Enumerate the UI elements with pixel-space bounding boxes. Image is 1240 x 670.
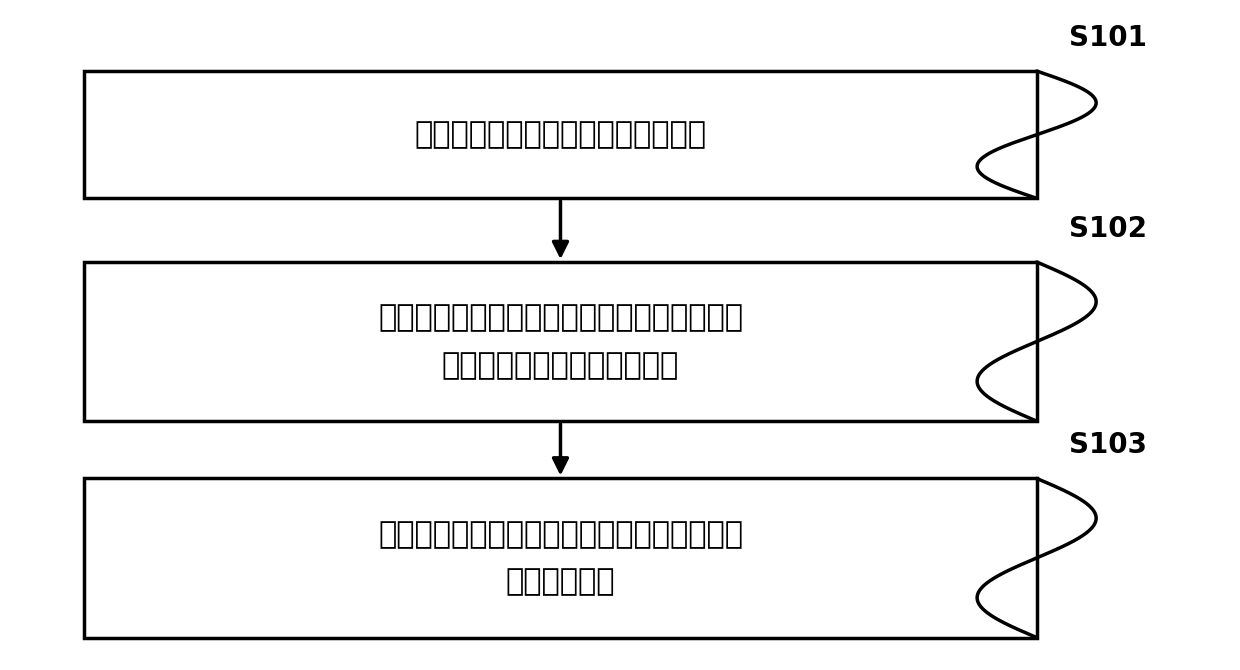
Text: S101: S101: [1069, 24, 1147, 52]
Text: S103: S103: [1069, 431, 1147, 460]
Text: 确定绘制当前帧图像的当前视点参数: 确定绘制当前帧图像的当前视点参数: [414, 120, 707, 149]
Bar: [84, 262, 1037, 421]
Text: S102: S102: [1069, 215, 1147, 243]
Text: 利用该目标深度图，确定当前帧图像中物体的
遮挡剔除结果: 利用该目标深度图，确定当前帧图像中物体的 遮挡剔除结果: [378, 520, 743, 596]
Text: 选择与该当前视点参数相匹配的预测深度图，
作为当前帧图像的目标深度图: 选择与该当前视点参数相匹配的预测深度图， 作为当前帧图像的目标深度图: [378, 304, 743, 380]
Bar: [84, 478, 1037, 638]
Bar: [84, 71, 1037, 198]
